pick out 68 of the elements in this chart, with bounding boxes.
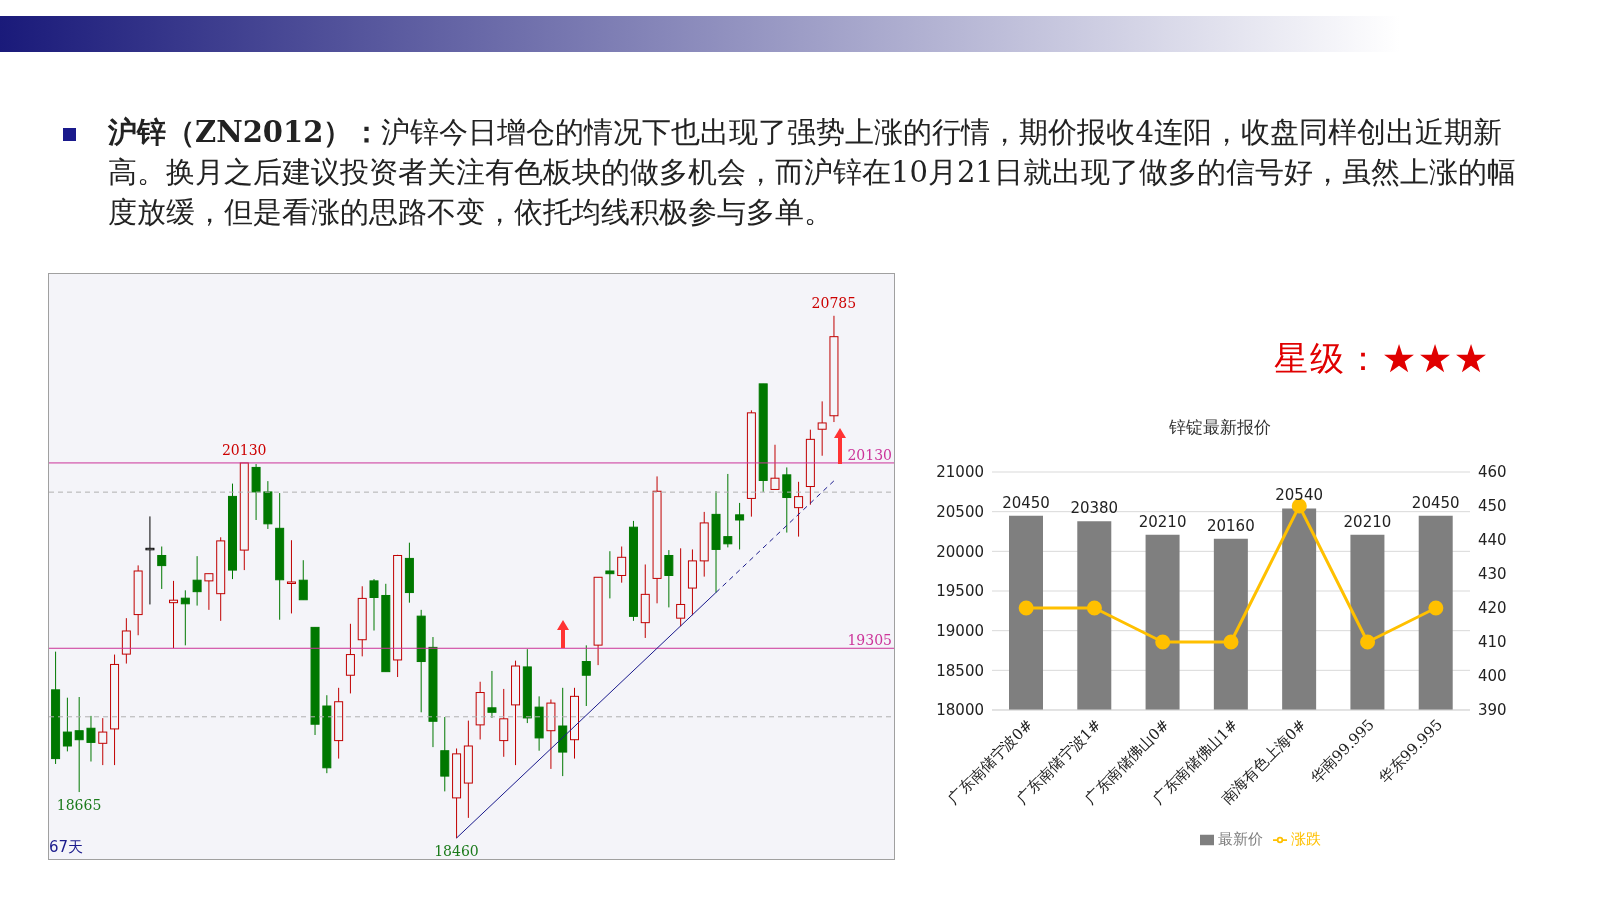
candlestick (345, 623, 355, 694)
data-label: 20210 (1138, 512, 1187, 531)
y-tick-label: 20000 (936, 542, 984, 561)
y2-tick-label: 440 (1478, 531, 1507, 550)
ref-line-label: 20130 (847, 446, 892, 463)
candlestick (605, 550, 615, 599)
point (1018, 600, 1034, 616)
annotation: 67天 (49, 838, 84, 857)
candlestick (770, 444, 780, 490)
point (1223, 634, 1239, 650)
candlestick (782, 466, 792, 534)
chart-title: 沪锌（ZN2012）： (108, 115, 382, 149)
candlestick (298, 559, 308, 601)
text: 星级：★★★ (1274, 337, 1490, 380)
legend-label: 涨跌 (1290, 830, 1321, 848)
candlestick (98, 717, 108, 766)
candlestick (74, 696, 84, 793)
candlestick (121, 617, 131, 665)
y-tick-label: 21000 (936, 463, 984, 482)
y2-tick-label: 410 (1478, 633, 1507, 652)
data-label: 20160 (1207, 516, 1255, 535)
annotation: 20785 (811, 294, 857, 311)
candlestick (617, 546, 627, 584)
candlestick (499, 688, 509, 758)
data-label: 20450 (1411, 493, 1460, 512)
y2-tick-label: 460 (1478, 463, 1507, 482)
candlestick (581, 644, 591, 707)
point (1360, 634, 1376, 650)
data-label: 20210 (1343, 512, 1392, 531)
candlestick (62, 697, 72, 752)
y2-tick-label: 430 (1478, 565, 1507, 584)
candlestick (817, 400, 827, 457)
point (1428, 600, 1444, 616)
point (1086, 600, 1102, 616)
candlestick (794, 481, 804, 538)
candlestick (286, 539, 296, 614)
y-tick-label: 18000 (936, 701, 984, 720)
candlestick (145, 515, 155, 605)
candlestick (157, 546, 167, 590)
y2-tick-label: 420 (1478, 599, 1507, 618)
candlestick (487, 670, 497, 719)
legend-label: 最新价 (1217, 830, 1263, 848)
candlestick (86, 715, 96, 762)
candlestick (676, 547, 686, 627)
candlestick (204, 573, 214, 611)
data-label: 20380 (1070, 499, 1119, 518)
candlestick (192, 555, 202, 607)
data-label: 20450 (1002, 493, 1050, 512)
annotation: 20130 (221, 441, 267, 458)
data-label: 20540 (1275, 486, 1323, 505)
point (1155, 634, 1171, 650)
candlestick (735, 502, 745, 550)
y2-tick-label: 400 (1478, 667, 1507, 686)
y-tick-label: 20500 (936, 502, 984, 521)
chart-title: 锌锭最新报价 (1168, 416, 1272, 439)
y-tick-label: 18500 (936, 661, 984, 680)
candlestick (723, 473, 733, 548)
annotation: 18665 (56, 796, 102, 813)
annotation: 18460 (434, 843, 479, 860)
y-tick-label: 19500 (936, 582, 984, 601)
candlestick (664, 549, 674, 608)
candlestick (369, 578, 379, 632)
y-tick-label: 19000 (936, 621, 984, 640)
y2-tick-label: 390 (1478, 701, 1507, 720)
y2-tick-label: 450 (1478, 497, 1507, 516)
candlestick (180, 589, 190, 646)
candlestick (169, 580, 179, 649)
ref-line-label: 19305 (847, 632, 892, 649)
